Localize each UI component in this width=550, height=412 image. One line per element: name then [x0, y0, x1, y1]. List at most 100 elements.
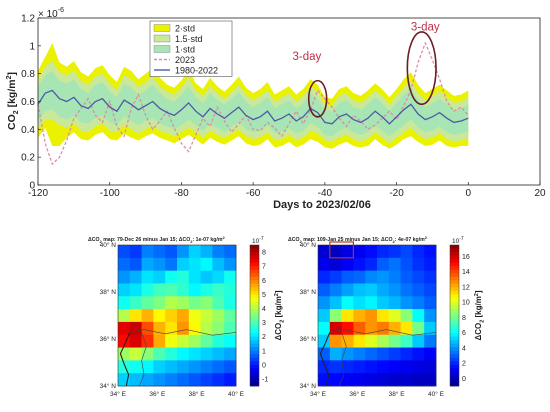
heatmap-cell — [329, 283, 342, 297]
colorbar-step — [450, 245, 459, 249]
colorbar-step — [450, 283, 459, 288]
heatmap-cell — [224, 373, 237, 387]
colorbar-step — [250, 354, 259, 359]
heatmap-cell — [200, 257, 213, 272]
heatmap-cell — [377, 347, 390, 361]
heatmap-cell — [412, 309, 425, 323]
heatmap-cell — [177, 257, 190, 272]
heatmap-cell — [177, 283, 190, 297]
heatmap-cell — [129, 347, 142, 361]
heatmap-cell — [141, 245, 154, 259]
heatmap-cell — [165, 270, 178, 284]
colorbar-step — [250, 269, 259, 274]
colorbar-step — [250, 375, 259, 380]
heatmap-cell — [412, 296, 425, 310]
y-tick-label: 0 — [29, 181, 35, 192]
colorbar-exponent: 10-7 — [452, 236, 464, 245]
colorbar-step — [450, 350, 459, 355]
colorbar-tick-label: 6 — [462, 330, 466, 337]
colorbar-step — [250, 311, 259, 316]
colorbar-step — [250, 368, 259, 373]
lon-tick-label: 34° E — [110, 390, 127, 398]
annotation-3-day-1: 3-day — [293, 51, 322, 63]
heatmap-cell — [424, 309, 437, 323]
colorbar-step — [250, 294, 259, 299]
colorbar-step — [250, 361, 259, 366]
heatmap-cell — [153, 347, 166, 361]
annotations: 3-day 3-day — [293, 22, 440, 63]
heatmap-cell — [412, 347, 425, 361]
heatmap-cell — [224, 321, 237, 336]
heatmap-cell — [329, 321, 342, 336]
heatmap-cell — [365, 245, 378, 259]
heatmap-cell — [200, 360, 213, 374]
heatmap-cell — [129, 257, 142, 272]
heatmap-cell — [212, 321, 225, 336]
coastline — [119, 332, 131, 387]
map-overlay — [317, 241, 437, 387]
lat-ticks: 34° N 36° N 38° N 40° N — [300, 241, 317, 390]
heatmap-cell — [153, 270, 166, 284]
heatmap-cell — [153, 257, 166, 272]
heatmap-cell — [188, 257, 201, 272]
heatmap-cell — [118, 245, 131, 259]
colorbar-step — [250, 336, 259, 341]
heatmap-cell — [412, 321, 425, 336]
colorbar-step — [250, 371, 259, 376]
colorbar-step — [250, 255, 259, 260]
heatmap-cell — [165, 373, 178, 387]
heatmap-cell — [341, 257, 354, 272]
heatmap-cell — [129, 296, 142, 310]
x-tick-label: -40 — [318, 188, 333, 199]
colorbar-exponent: 10-7 — [252, 236, 264, 245]
heatmap-cell — [153, 283, 166, 297]
heatmap-cell — [400, 283, 413, 297]
heatmap-cell — [318, 270, 331, 284]
colorbar-step — [450, 364, 459, 369]
heatmap-cell — [165, 360, 178, 374]
heatmap-cell — [388, 347, 401, 361]
y-tick-label: 0.8 — [21, 69, 35, 80]
heatmap-cell — [177, 360, 190, 374]
heatmap-cell — [212, 373, 225, 387]
colorbar-step — [250, 322, 259, 327]
heatmap-cell — [329, 245, 342, 259]
heatmap-cell — [388, 270, 401, 284]
heatmap-cell — [412, 360, 425, 374]
heatmap-cell — [353, 283, 366, 297]
colorbar-step — [450, 343, 459, 348]
map-overlay — [117, 244, 237, 387]
colorbar-step — [450, 375, 459, 380]
heatmap-cell — [141, 296, 154, 310]
highlight-ellipses — [307, 31, 437, 118]
heatmap-cell — [129, 309, 142, 323]
legend-label: 1·std — [175, 45, 195, 55]
lon-ticks: 34° E 36° E 38° E 40° E — [110, 390, 245, 398]
x-tick-label: -80 — [174, 188, 189, 199]
heatmap-cell — [129, 321, 142, 336]
heatmap-cell — [365, 296, 378, 310]
legend-swatch — [153, 45, 171, 53]
colorbar-tick-label: 4 — [462, 345, 466, 352]
colorbar-step — [450, 266, 459, 271]
heatmap-cell — [400, 334, 413, 348]
heatmap-cell — [188, 270, 201, 284]
coastline — [319, 332, 331, 387]
heatmap-cell — [188, 321, 201, 336]
heatmap-cell — [165, 245, 178, 259]
colorbar-step — [450, 361, 459, 366]
heatmap-cell — [188, 296, 201, 310]
colorbar-step — [250, 287, 259, 292]
lat-tick-label: 40° N — [100, 241, 117, 249]
heatmap-cell — [353, 360, 366, 374]
heatmap-cell — [212, 347, 225, 361]
heatmap-cell — [141, 283, 154, 297]
colorbar-step — [250, 280, 259, 285]
lat-tick-label: 34° N — [300, 382, 317, 390]
colorbar-step — [250, 319, 259, 323]
heatmap-cell — [424, 296, 437, 310]
x-tick-label: -100 — [100, 188, 120, 199]
lon-ticks: 34° E 36° E 38° E 40° E — [310, 390, 445, 398]
colorbar-step — [450, 382, 459, 387]
